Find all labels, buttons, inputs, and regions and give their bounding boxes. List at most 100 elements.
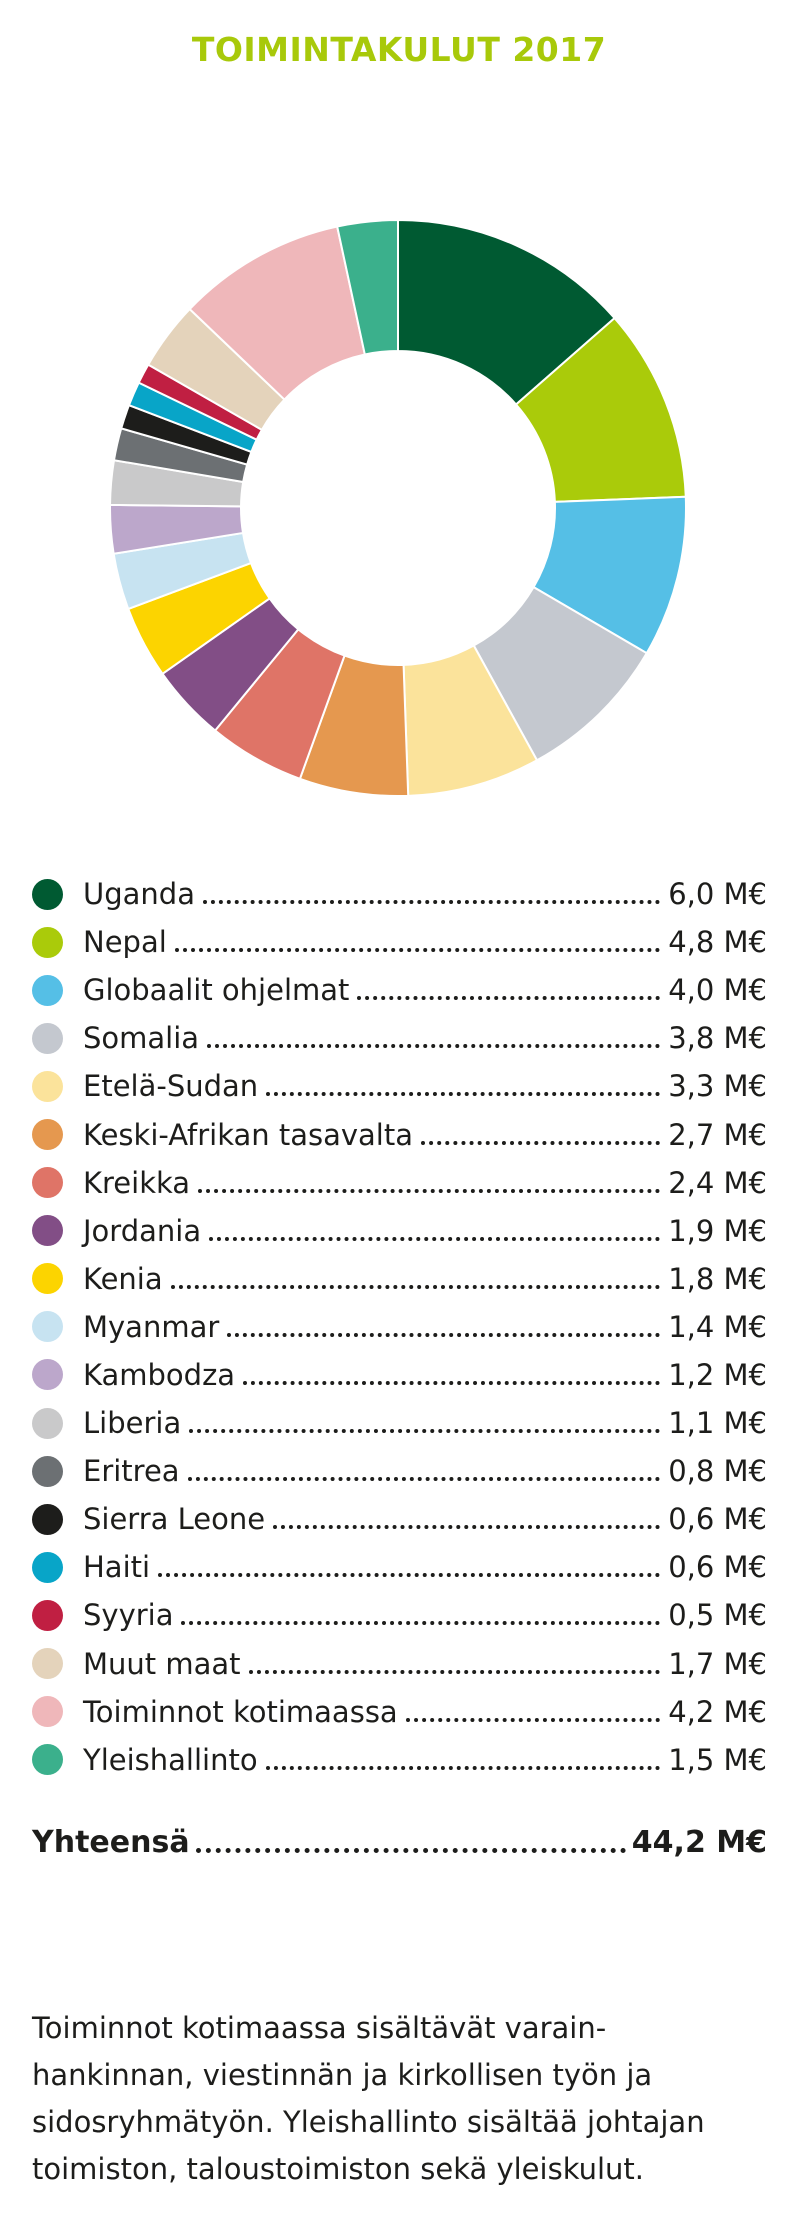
- legend-swatch: [32, 1022, 63, 1054]
- leader-dots: [202, 900, 661, 905]
- leader-dots: [187, 1477, 661, 1482]
- legend-swatch: [32, 1696, 63, 1728]
- legend-swatch: [32, 926, 63, 958]
- legend-item: Syyria 0,5 M€: [32, 1591, 767, 1639]
- total-row: Yhteensä 44,2 M€: [32, 1825, 767, 1860]
- legend-value: 0,8 M€: [668, 1454, 767, 1489]
- leader-dots: [198, 1188, 661, 1193]
- leader-dots: [189, 1429, 661, 1434]
- legend-value: 2,7 M€: [668, 1117, 767, 1152]
- leader-dots: [265, 1765, 661, 1770]
- legend-swatch: [32, 1744, 63, 1776]
- legend-value: 4,0 M€: [668, 973, 767, 1008]
- legend-item: Jordania 1,9 M€: [32, 1207, 767, 1255]
- legend-item: Sierra Leone 0,6 M€: [32, 1495, 767, 1543]
- legend-item: Nepal 4,8 M€: [32, 918, 767, 966]
- leader-dots: [181, 1621, 661, 1626]
- legend-value: 0,5 M€: [668, 1598, 767, 1633]
- legend-swatch: [32, 974, 63, 1006]
- leader-dots: [207, 1044, 661, 1049]
- legend-value: 1,4 M€: [668, 1309, 767, 1344]
- legend-item: Liberia 1,1 M€: [32, 1399, 767, 1447]
- footnote-line: hankinnan, viestinnän ja kirkollisen työ…: [32, 2058, 653, 2092]
- leader-dots: [227, 1332, 661, 1337]
- footnote-line: sidosryhmätyön. Yleishallinto sisältää j…: [32, 2105, 705, 2139]
- legend-item: Uganda 6,0 M€: [32, 870, 767, 918]
- legend-label: Muut maat: [83, 1646, 241, 1681]
- legend-swatch: [32, 1503, 63, 1535]
- legend-label: Yleishallinto: [83, 1742, 258, 1777]
- footnote-line: toimiston, taloustoimiston sekä yleiskul…: [32, 2152, 645, 2186]
- donut-slice-18: [336, 220, 399, 356]
- legend-label: Uganda: [83, 877, 195, 912]
- legend-label: Haiti: [83, 1550, 151, 1585]
- legend-label: Keski-Afrikan tasavalta: [83, 1117, 414, 1152]
- legend-value: 1,1 M€: [668, 1406, 767, 1441]
- legend-value: 3,3 M€: [668, 1069, 767, 1104]
- legend-label: Somalia: [83, 1021, 200, 1056]
- legend-item: Kenia 1,8 M€: [32, 1255, 767, 1303]
- legend-label: Toiminnot kotimaassa: [83, 1694, 398, 1729]
- legend-swatch: [32, 1070, 63, 1102]
- leader-dots: [243, 1380, 661, 1385]
- leader-dots: [195, 1848, 626, 1853]
- legend-label: Jordania: [83, 1213, 202, 1248]
- legend-item: Etelä-Sudan 3,3 M€: [32, 1062, 767, 1110]
- legend-value: 0,6 M€: [668, 1550, 767, 1585]
- legend-value: 1,9 M€: [668, 1213, 767, 1248]
- legend-item: Haiti 0,6 M€: [32, 1543, 767, 1591]
- legend-value: 4,2 M€: [668, 1694, 767, 1729]
- legend-label: Sierra Leone: [83, 1502, 266, 1537]
- footnote: Toiminnot kotimaassa sisältävät varain-h…: [32, 2005, 772, 2193]
- total-label: Yhteensä: [32, 1825, 190, 1860]
- legend-swatch: [32, 1215, 63, 1247]
- legend-label: Myanmar: [83, 1309, 220, 1344]
- legend-label: Kambodza: [83, 1357, 236, 1392]
- leader-dots: [248, 1669, 661, 1674]
- legend-value: 6,0 M€: [668, 877, 767, 912]
- donut-slice-0: [397, 220, 616, 406]
- legend-item: Myanmar 1,4 M€: [32, 1303, 767, 1351]
- legend-swatch: [32, 878, 63, 910]
- legend: Uganda 6,0 M€ Nepal 4,8 M€ Globaalit ohjelma…: [32, 870, 767, 1784]
- leader-dots: [209, 1236, 661, 1241]
- legend-value: 1,7 M€: [668, 1646, 767, 1681]
- legend-value: 2,4 M€: [668, 1165, 767, 1200]
- legend-item: Kambodza 1,2 M€: [32, 1351, 767, 1399]
- legend-label: Kreikka: [83, 1165, 191, 1200]
- legend-swatch: [32, 1455, 63, 1487]
- legend-item: Toiminnot kotimaassa 4,2 M€: [32, 1688, 767, 1736]
- legend-item: Somalia 3,8 M€: [32, 1014, 767, 1062]
- legend-item: Eritrea 0,8 M€: [32, 1447, 767, 1495]
- legend-swatch: [32, 1119, 63, 1151]
- leader-dots: [405, 1717, 661, 1722]
- legend-label: Liberia: [83, 1406, 182, 1441]
- legend-item: Kreikka 2,4 M€: [32, 1159, 767, 1207]
- legend-swatch: [32, 1551, 63, 1583]
- leader-dots: [170, 1284, 661, 1289]
- footnote-line: Toiminnot kotimaassa sisältävät varain-: [32, 2011, 607, 2045]
- legend-label: Globaalit ohjelmat: [83, 973, 350, 1008]
- legend-swatch: [32, 1407, 63, 1439]
- leader-dots: [357, 996, 661, 1001]
- leader-dots: [158, 1573, 661, 1578]
- legend-swatch: [32, 1263, 63, 1295]
- legend-label: Etelä-Sudan: [83, 1069, 259, 1104]
- legend-item: Yleishallinto 1,5 M€: [32, 1736, 767, 1784]
- legend-swatch: [32, 1359, 63, 1391]
- legend-value: 4,8 M€: [668, 925, 767, 960]
- leader-dots: [273, 1525, 661, 1530]
- total-value: 44,2 M€: [631, 1825, 767, 1860]
- legend-label: Syyria: [83, 1598, 174, 1633]
- legend-value: 1,8 M€: [668, 1261, 767, 1296]
- legend-value: 3,8 M€: [668, 1021, 767, 1056]
- legend-label: Eritrea: [83, 1454, 180, 1489]
- legend-swatch: [32, 1648, 63, 1680]
- legend-item: Muut maat 1,7 M€: [32, 1640, 767, 1688]
- leader-dots: [266, 1092, 661, 1097]
- chart-title: TOIMINTAKULUT 2017: [191, 30, 607, 69]
- leader-dots: [421, 1140, 661, 1145]
- legend-value: 1,5 M€: [668, 1742, 767, 1777]
- legend-item: Keski-Afrikan tasavalta 2,7 M€: [32, 1110, 767, 1158]
- donut-chart: [110, 220, 686, 796]
